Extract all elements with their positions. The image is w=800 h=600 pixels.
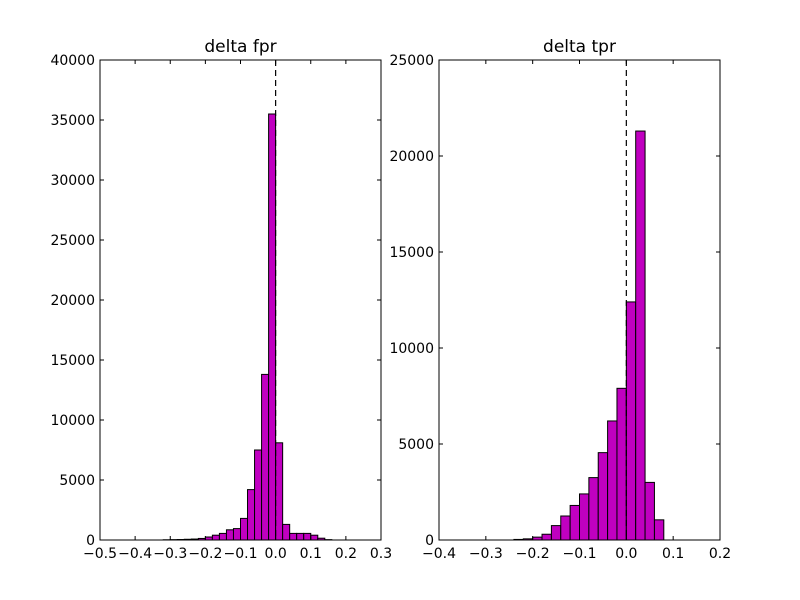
histogram-bar bbox=[218, 532, 227, 541]
y-tick-label: 20000 bbox=[389, 149, 434, 165]
histogram-bar bbox=[579, 493, 590, 541]
x-tick-label: −0.2 bbox=[188, 546, 222, 562]
x-tick-label: 0.1 bbox=[300, 546, 322, 562]
histogram-bar bbox=[625, 301, 637, 541]
histogram-bar bbox=[644, 481, 655, 541]
x-tick-label: −0.1 bbox=[563, 546, 597, 562]
histogram-bar bbox=[225, 529, 234, 541]
x-tick-label: −0.1 bbox=[224, 546, 258, 562]
histogram-bar bbox=[289, 532, 298, 541]
x-tick-label: −0.3 bbox=[469, 546, 503, 562]
histogram-bar bbox=[232, 528, 242, 541]
histogram-bar bbox=[616, 387, 627, 541]
histogram-bar bbox=[597, 452, 609, 541]
x-tick-label: 0.3 bbox=[370, 546, 392, 562]
chart-title: delta fpr bbox=[204, 37, 276, 57]
delta-tpr-histogram: −0.4 −0.3 −0.2 −0.1 0.0 0.1 0.2 0 5000 10000 15000… bbox=[389, 37, 731, 562]
x-tick-label: 0.1 bbox=[662, 546, 684, 562]
chart-title: delta tpr bbox=[543, 37, 616, 57]
x-tick-label: 0.2 bbox=[335, 546, 357, 562]
y-tick-label: 35000 bbox=[50, 113, 95, 129]
y-tick-label: 40000 bbox=[50, 53, 95, 69]
histogram-bar bbox=[550, 525, 562, 541]
x-tick-label: −0.4 bbox=[422, 546, 456, 562]
histogram-bar bbox=[560, 515, 571, 541]
x-tick-label: 0.0 bbox=[264, 546, 286, 562]
x-tick-label: −0.4 bbox=[118, 546, 152, 562]
x-tick-label: −0.5 bbox=[83, 546, 117, 562]
histogram-bar bbox=[303, 532, 312, 541]
y-tick-label: 15000 bbox=[50, 353, 95, 369]
x-tick-label: −0.2 bbox=[516, 546, 550, 562]
histogram-bar bbox=[653, 519, 665, 541]
y-tick-label: 10000 bbox=[50, 413, 95, 429]
y-tick-label: 15000 bbox=[389, 245, 434, 261]
x-tick-label: 0.2 bbox=[709, 546, 731, 562]
histogram-bar bbox=[240, 517, 249, 541]
y-tick-label: 25000 bbox=[50, 233, 95, 249]
histogram-bar bbox=[261, 373, 270, 541]
histogram-bar bbox=[541, 533, 552, 541]
delta-fpr-histogram: −0.5 −0.4 −0.3 −0.2 −0.1 0.0 0.1 0.2 0.3 0 5000 100… bbox=[50, 37, 392, 562]
histogram-bar bbox=[282, 523, 291, 541]
histogram-bar bbox=[607, 420, 618, 541]
histogram-bar bbox=[254, 449, 263, 541]
y-tick-label: 5000 bbox=[59, 473, 95, 489]
histogram-bar bbox=[296, 532, 305, 541]
x-tick-label: 0.0 bbox=[615, 546, 637, 562]
y-tick-label: 0 bbox=[425, 533, 434, 549]
histogram-bar bbox=[268, 113, 277, 541]
y-tick-label: 0 bbox=[86, 533, 95, 549]
y-tick-label: 20000 bbox=[50, 293, 95, 309]
histogram-bar bbox=[310, 534, 319, 541]
x-tick-label: −0.3 bbox=[153, 546, 187, 562]
histogram-bar bbox=[588, 477, 599, 541]
y-tick-label: 25000 bbox=[389, 53, 434, 69]
y-tick-label: 10000 bbox=[389, 341, 434, 357]
y-tick-label: 30000 bbox=[50, 173, 95, 189]
histogram-bar bbox=[569, 504, 581, 541]
histogram-bar bbox=[211, 534, 220, 541]
histogram-bar bbox=[247, 489, 256, 541]
histogram-bars bbox=[162, 113, 333, 541]
histogram-bar bbox=[635, 130, 646, 541]
histogram-bar bbox=[275, 442, 284, 541]
y-tick-label: 5000 bbox=[398, 437, 434, 453]
